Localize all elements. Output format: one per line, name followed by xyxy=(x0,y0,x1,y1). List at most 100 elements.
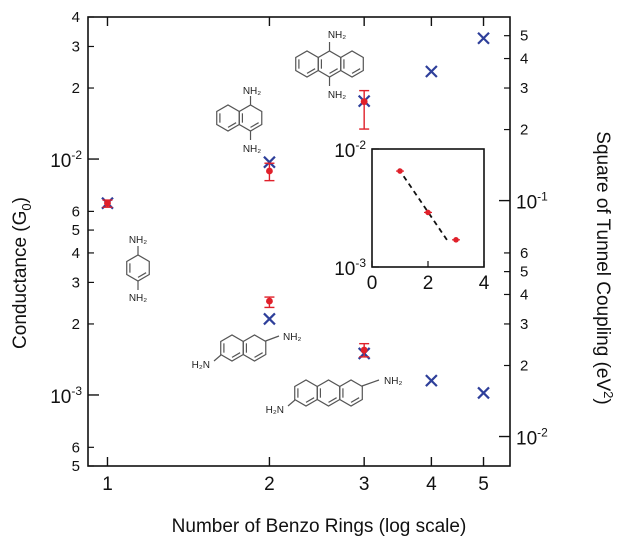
dot-marker xyxy=(266,167,273,175)
y-left-minor-label: 6 xyxy=(72,203,80,220)
mol-bond-line xyxy=(265,335,280,342)
anth26-ring-2-double xyxy=(328,397,337,403)
y-right-minor-label: 5 xyxy=(520,28,528,45)
y-right-major-label-base: 10 xyxy=(516,193,537,214)
naph26-label-left: H₂N xyxy=(192,360,210,371)
anth910-label-bottom: NH₂ xyxy=(328,90,346,101)
anth26-ring-3-double xyxy=(350,397,360,403)
y-right-minor-label: 4 xyxy=(520,51,528,68)
molecule-structures: NH₂ NH₂ NH₂ NH₂ NH₂ NH₂ NH₂ H₂N NH₂ H₂N xyxy=(126,30,402,416)
y-left-major-label: 10-3 xyxy=(50,384,82,408)
y-left-axis-title-close: ) xyxy=(10,197,31,203)
anth26-ring-1-double xyxy=(305,397,315,403)
mol-bond-line xyxy=(361,379,380,387)
dot-marker xyxy=(266,297,273,305)
inset-y-tick-label: 10-3 xyxy=(334,256,366,280)
inset-y-tick-label-exp: -2 xyxy=(355,138,366,152)
anth910-ring-1-double xyxy=(306,68,316,74)
y-right-minor-label: 6 xyxy=(520,245,528,262)
x-tick-label: 4 xyxy=(426,474,437,495)
inset-y-tick-label-base: 10 xyxy=(334,259,355,280)
x-axis-title: Number of Benzo Rings (log scale) xyxy=(172,516,467,537)
x-tick-label: 1 xyxy=(102,474,113,495)
y-left-minor-label: 4 xyxy=(72,245,80,262)
y-left-minor-label: 5 xyxy=(72,458,80,475)
anth26-label-left: H₂N xyxy=(266,405,284,416)
cross-marker xyxy=(263,155,276,169)
y-right-minor-label: 3 xyxy=(520,316,528,333)
cross-marker xyxy=(477,386,490,400)
anth910-ring-3 xyxy=(340,50,364,78)
cross-marker xyxy=(263,312,276,326)
dot-marker xyxy=(360,98,368,106)
y-left-minor-label: 3 xyxy=(72,38,80,55)
y-right-axis-title-close: ) xyxy=(592,398,613,404)
inset-y-tick-label-exp: -3 xyxy=(355,256,366,270)
cross-marker xyxy=(477,31,490,45)
y-left-major-label-base: 10 xyxy=(50,151,71,172)
y-right-major-label-exp: -1 xyxy=(537,190,548,204)
benzene-ring-double xyxy=(137,272,147,278)
y-right-minor-label: 2 xyxy=(520,358,528,375)
y-left-axis-title-sub: 0 xyxy=(19,203,34,210)
benzene-label-bottom: NH₂ xyxy=(129,293,147,304)
y-right-major-label-exp: -2 xyxy=(537,426,548,440)
y-left-axis-title-main: Conductance (G xyxy=(10,211,31,349)
y-left-minor-label: 3 xyxy=(72,274,80,291)
anth910-label-top: NH₂ xyxy=(328,30,346,41)
plot-frame xyxy=(87,16,511,467)
y-left-minor-label: 2 xyxy=(72,80,80,97)
inset-point xyxy=(397,168,403,174)
y-left-major-label-exp: -2 xyxy=(71,148,82,162)
mol-bond-line xyxy=(287,399,296,407)
mol-bond-line xyxy=(213,354,222,362)
y-left-minor-label: 5 xyxy=(72,222,80,239)
plot-border xyxy=(87,16,511,467)
naph14-ring-left-double xyxy=(227,122,237,128)
x-tick-label: 3 xyxy=(359,474,370,495)
cross-marker xyxy=(425,65,438,78)
dot-marker xyxy=(360,346,368,354)
anth910-ring-2-double xyxy=(329,68,338,74)
y-left-minor-label: 6 xyxy=(72,439,80,456)
y-right-axis-title-main: Square of Tunnel Coupling (eV xyxy=(592,131,613,391)
anth910-ring-3-double xyxy=(351,68,361,74)
y-right-minor-label: 4 xyxy=(520,286,528,303)
y-left-major-label: 10-2 xyxy=(50,148,82,172)
cross-marker xyxy=(425,374,438,387)
naph26-label-right: NH₂ xyxy=(283,332,301,343)
y-left-axis-title: Conductance (G0) xyxy=(10,197,34,349)
y-left-minor-label: 2 xyxy=(72,316,80,333)
y-right-minor-label: 2 xyxy=(520,122,528,139)
x-tick-label: 5 xyxy=(478,474,489,495)
naph14-label-top: NH₂ xyxy=(243,86,261,97)
inset-chart: 0 2 410-310-2 xyxy=(334,138,490,294)
y-right-axis-title: Square of Tunnel Coupling (eV2) xyxy=(592,131,616,404)
naph14-ring-right-double xyxy=(250,122,259,128)
inset-fit-line xyxy=(397,168,450,244)
naph26-ring-left-double xyxy=(231,352,241,358)
inset-border xyxy=(371,148,485,268)
y-right-minor-label: 3 xyxy=(520,80,528,97)
inset-x-tick-label: 2 xyxy=(423,273,434,294)
y-left-major-label-base: 10 xyxy=(50,387,71,408)
inset-x-tick-label: 0 xyxy=(367,273,378,294)
dot-marker xyxy=(104,199,111,207)
y-right-axis-title-sup: 2 xyxy=(601,391,616,398)
benzene-label-top: NH₂ xyxy=(129,235,147,246)
data-points xyxy=(101,31,490,400)
inset-x-tick-label: 4 xyxy=(479,273,490,294)
y-right-minor-label: 5 xyxy=(520,264,528,281)
inset-point xyxy=(425,209,431,216)
inset-y-tick-label-base: 10 xyxy=(334,141,355,162)
y-right-major-label: 10-1 xyxy=(516,190,548,214)
inset-y-tick-label: 10-2 xyxy=(334,138,366,162)
y-right-major-label: 10-2 xyxy=(516,426,548,450)
x-tick-label: 2 xyxy=(264,474,275,495)
y-left-minor-label: 4 xyxy=(72,9,80,26)
y-right-major-label-base: 10 xyxy=(516,429,537,450)
anth26-label-right: NH₂ xyxy=(384,376,402,387)
y-left-major-label-exp: -3 xyxy=(71,384,82,398)
